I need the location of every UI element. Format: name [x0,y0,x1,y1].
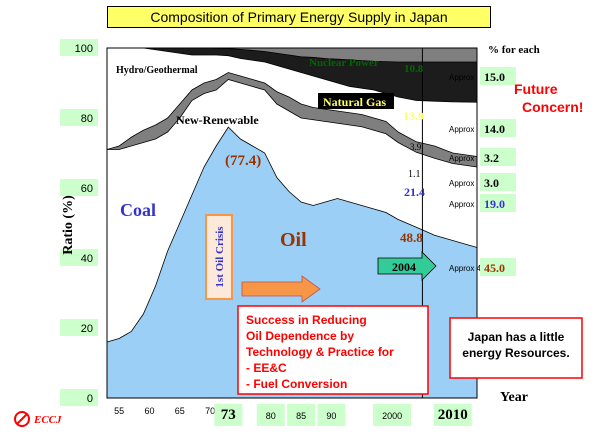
approx-value-2: 3.2 [484,151,499,165]
x-tick-label-65: 65 [175,406,185,416]
approx-prefix-4: Approx [449,200,474,209]
x-tick-bg-90 [317,404,346,426]
oil-peak-value: (77.4) [225,153,261,169]
x-tick-label-80: 80 [266,411,276,421]
approx-value-1: 14.0 [484,122,505,136]
new-renewable-value: 1.1 [408,169,421,180]
x-tick-label-85: 85 [296,411,306,421]
success-line-2: Technology & Practice for [246,345,394,359]
new-renewable-area [107,72,477,167]
x-tick-bg-85 [287,404,316,426]
y-tick-label-0: 0 [87,393,93,405]
x-tick-label-73: 73 [221,407,236,423]
eccj-logo-mark [14,411,30,427]
future-concern-line-1: Concern! [522,99,583,115]
resources-box [449,317,583,379]
y-tick-label-80: 80 [81,113,93,125]
x-tick-label-70: 70 [205,406,215,416]
y-tick-label-100: 100 [75,43,93,55]
chart-title: Composition of Primary Energy Supply in … [107,6,491,28]
plot-frame [106,47,478,399]
y-tick-bg-80 [60,109,98,126]
natural-gas-label: Natural Gas [323,95,386,109]
hydro-geothermal-label: Hydro/Geothermal [116,65,198,76]
coal-boundary-line [107,79,478,168]
oil-label: Oil [280,229,307,251]
approx-prefix-1: Approx [449,125,474,134]
oil-crisis-label: 1st Oil Crisis [214,226,226,288]
y-tick-bg-40 [60,249,98,266]
y-tick-bg-60 [60,179,98,196]
x-axis-label: Year [500,390,528,405]
nuclear-power-value: 10.8 [404,63,424,75]
approx-value-0: 15.0 [484,70,505,84]
x-tick-bg-2010 [433,404,472,426]
coal-value: 21.4 [404,185,425,199]
approx-prefix-2: Approx [449,154,474,163]
approx-value-bg-0 [480,67,516,85]
renewable-boundary-line [106,72,478,157]
oil-crisis-box [205,214,233,300]
success-box [237,305,429,395]
year-2004-arrow [377,251,437,281]
future-concern-line-0: Future [514,81,558,97]
x-tick-bg-2000 [373,404,412,426]
approx-value-bg-1 [480,119,516,137]
resources-line-0: Japan has a little [468,330,565,344]
success-line-4: - Fuel Conversion [246,377,347,391]
eccj-logo-text: ECCJ [33,414,62,426]
y-tick-bg-20 [60,319,98,336]
x-tick-label-2010: 2010 [438,407,468,423]
coal-label: Coal [120,200,156,220]
success-line-1: Oil Dependence by [246,329,354,343]
x-tick-label-55: 55 [114,406,124,416]
x-tick-label-90: 90 [326,411,336,421]
percent-header: % for each [488,44,540,56]
oil-value: 48.8 [400,230,423,245]
approx-prefix-3: Approx [449,179,474,188]
natural-gas-label-bg [318,93,394,109]
y-tick-bg-100 [60,39,98,56]
nuclear-area [107,48,477,62]
approx-value-bg-3 [480,173,516,191]
natural-gas-value: 13.9 [403,109,424,123]
x-tick-bg-80 [256,404,285,426]
oil-reduction-arrow [241,275,321,303]
x-tick-bg-73 [214,404,243,426]
approx-value-bg-5 [480,258,516,276]
y-tick-label-40: 40 [81,253,93,265]
new-renewable-label: New-Renewable [176,113,259,127]
x-tick-label-60: 60 [144,406,154,416]
eccj-logo [14,411,30,427]
approx-prefix-0: Approx [449,73,474,82]
approx-value-bg-2 [480,148,516,166]
year-2004-label: 2004 [392,260,416,274]
natural-gas-area [107,48,477,103]
success-line-0: Success in Reducing [246,313,367,327]
approx-value-3: 3.0 [484,176,499,190]
oil-boundary-line [106,126,478,343]
x-tick-label-2000: 2000 [382,411,402,421]
y-tick-label-60: 60 [81,183,93,195]
y-tick-bg-0 [60,389,98,406]
resources-line-1: energy Resources. [462,346,569,360]
hydro-value: 3.9 [410,142,422,152]
approx-value-4: 19.0 [484,197,505,211]
y-axis-label: Ratio (%) [61,195,76,255]
approx-value-bg-4 [480,194,516,212]
approx-value-5: 45.0 [484,261,505,275]
approx-prefix-5: Approx 4 [449,264,482,273]
success-line-3: - EE&C [246,361,287,375]
y-tick-label-20: 20 [81,323,93,335]
eccj-logo-slash [16,413,28,425]
nuclear-power-label: Nuclear Power [309,57,379,69]
